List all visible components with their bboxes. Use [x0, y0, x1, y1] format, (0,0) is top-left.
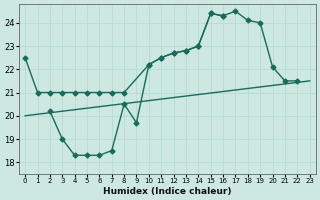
X-axis label: Humidex (Indice chaleur): Humidex (Indice chaleur) — [103, 187, 232, 196]
